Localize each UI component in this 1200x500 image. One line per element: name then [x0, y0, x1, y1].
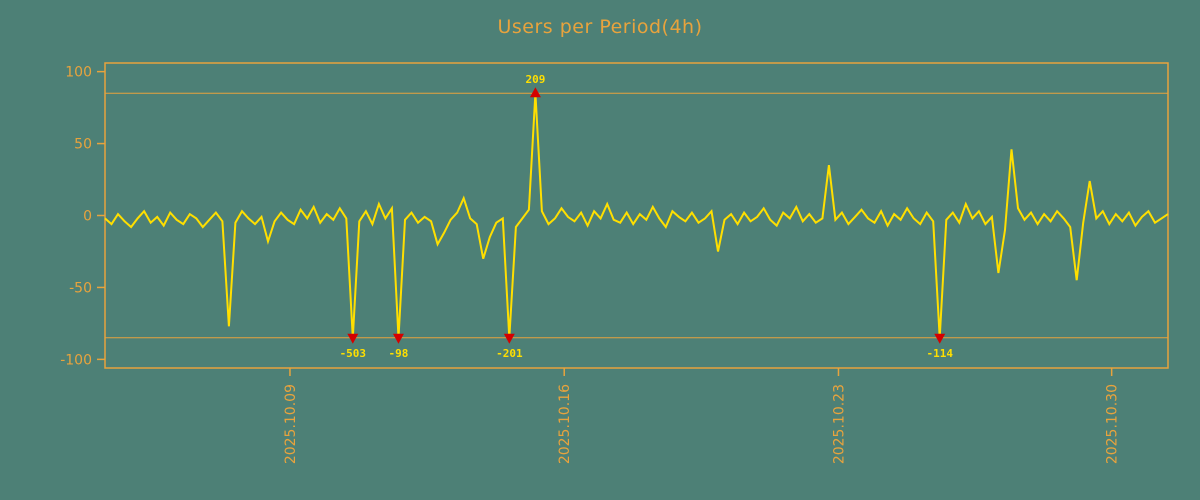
overflow-marker-down [934, 333, 946, 344]
chart-title: Users per Period(4h) [497, 16, 703, 38]
y-tick-label: 0 [83, 209, 92, 225]
overflow-marker-down [503, 333, 515, 344]
y-tick-label: 50 [74, 137, 92, 153]
y-tick-label: 100 [65, 65, 92, 81]
series-line [104, 93, 1169, 338]
marker-value-label: 209 [525, 73, 545, 86]
x-tick-label: 2025.10.16 [557, 384, 573, 464]
overflow-marker-down [392, 333, 404, 344]
y-tick-label: -100 [60, 352, 92, 368]
x-tick-label: 2025.10.09 [283, 384, 299, 464]
overflow-marker-up [529, 87, 541, 98]
marker-value-label: -201 [496, 347, 523, 360]
y-tick-label: -50 [69, 280, 92, 296]
x-tick-label: 2025.10.23 [831, 384, 847, 464]
plot-border [104, 62, 1169, 369]
marker-value-label: -114 [926, 347, 953, 360]
marker-value-label: -503 [340, 347, 367, 360]
overflow-marker-down [347, 333, 359, 344]
marker-value-label: -98 [389, 347, 409, 360]
x-tick-label: 2025.10.30 [1105, 384, 1121, 464]
